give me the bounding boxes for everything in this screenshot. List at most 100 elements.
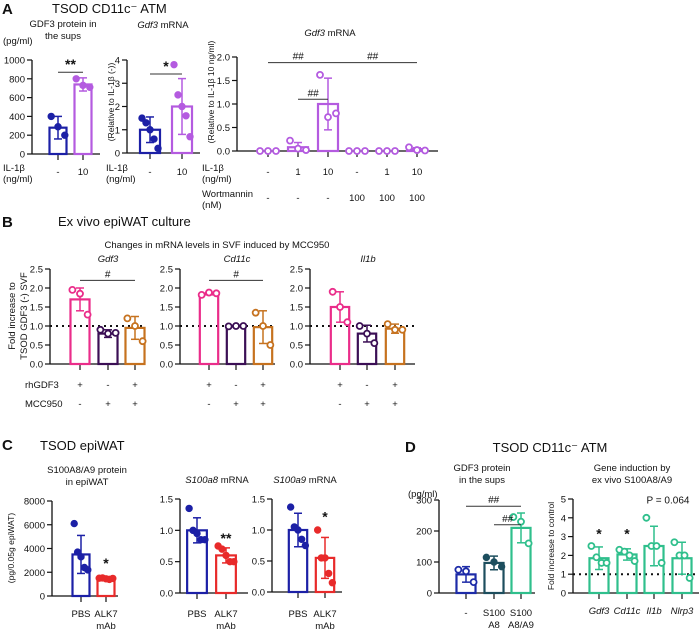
panel-label-a: A [2, 1, 13, 18]
data-point [186, 133, 194, 141]
chart-title-suffix: mRNA [306, 475, 337, 486]
data-point [286, 136, 294, 145]
data-point [239, 322, 248, 330]
significance-annotation: * [624, 526, 630, 542]
data-point [86, 83, 94, 91]
y-axis-label: (pg/ml) [408, 489, 438, 500]
category-label: ALK7 [94, 609, 117, 620]
row-value: 10 [323, 167, 334, 178]
panel-c-title: TSOD epiWAT [40, 438, 125, 453]
y-tick-label: 1.5 [252, 495, 265, 506]
y-tick-label: 4 [561, 513, 566, 524]
category-label: PBS [71, 609, 90, 620]
panel-b-ylabel-2: TSOD GDF3 (-) SVF [19, 272, 30, 360]
row-value: + [132, 380, 138, 391]
chart-title-gene: Gdf3 [137, 20, 158, 31]
panel-label-b: B [2, 214, 13, 231]
significance-annotation: ** [65, 56, 76, 72]
data-point [230, 557, 238, 566]
y-tick-label: 1000 [4, 56, 25, 67]
chart-title-line2: the sups [45, 31, 81, 42]
row-value: 100 [409, 193, 425, 204]
y-tick-label: 0.5 [217, 123, 230, 134]
category-label: PBS [288, 609, 307, 620]
y-tick-label: 1.0 [160, 322, 173, 333]
y-tick-label: 0.0 [217, 147, 230, 158]
data-point [343, 318, 352, 327]
y-tick-label: 1.5 [160, 495, 173, 506]
data-point [630, 557, 639, 565]
y-tick-label: 0.5 [290, 341, 303, 352]
data-point [482, 553, 491, 562]
data-point [490, 558, 498, 566]
data-point [316, 70, 324, 79]
data-point [355, 322, 364, 330]
y-tick-label: 0.0 [160, 360, 173, 371]
data-point [324, 113, 332, 122]
y-tick-label: 2.0 [30, 284, 43, 295]
row-value: + [206, 380, 212, 391]
y-axis-label: (pg/0.05g epiWAT) [6, 513, 16, 584]
row-label: (ng/ml) [106, 174, 136, 185]
y-axis-label: (pg/ml) [3, 36, 33, 47]
significance-annotation: # [233, 269, 239, 280]
y-tick-label: 400 [9, 112, 25, 123]
significance-annotation: * [596, 526, 602, 542]
significance-annotation: P = 0.064 [647, 496, 690, 507]
data-point [83, 310, 92, 319]
data-point [353, 147, 361, 155]
chart-a2: Gdf3 mRNA (Relative to IL-1β (-)) 0 1 2 3 4 IL-… [106, 20, 200, 185]
category-label: Nlrp3 [671, 606, 694, 617]
significance-annotation: * [103, 555, 109, 571]
chart-b2: Cd11c 0.0 0.5 1.0 1.5 2.0 2.5 + - + - + + # [160, 254, 275, 410]
chart-title: S100a8 mRNA [185, 475, 249, 486]
row-label: Wortmannin [202, 189, 253, 200]
y-tick-label: 0 [115, 149, 120, 160]
data-point [150, 135, 158, 143]
chart-title-suffix: mRNA [218, 475, 249, 486]
panel-b-ylabel-1: Fold increase to [7, 282, 18, 350]
data-point [272, 147, 280, 155]
data-point [517, 517, 525, 526]
category-label: Il1b [646, 606, 661, 617]
row-value: + [233, 399, 239, 410]
panel-d-title: TSOD CD11c⁻ ATM [493, 440, 608, 455]
data-point [174, 91, 182, 99]
data-point [469, 578, 478, 587]
data-point [224, 322, 233, 331]
data-point [264, 147, 272, 155]
significance-annotation: * [322, 509, 328, 525]
data-point [336, 303, 344, 311]
row-value: + [77, 380, 83, 391]
y-tick-label: 1.0 [160, 526, 173, 537]
chart-title-line2: in epiWAT [66, 477, 109, 488]
row-value: 10 [78, 167, 89, 178]
y-tick-label: 0.0 [30, 360, 43, 371]
data-point [72, 75, 80, 83]
data-point [182, 112, 190, 120]
chart-title-line1: Gene induction by [594, 463, 671, 474]
bar [198, 292, 220, 366]
data-point [111, 328, 120, 337]
data-point [302, 146, 310, 154]
data-point [294, 526, 302, 534]
row-value: - [326, 193, 329, 204]
y-tick-label: 300 [416, 496, 432, 507]
data-point [324, 569, 333, 578]
data-point [218, 545, 226, 553]
y-tick-label: 0.5 [160, 341, 173, 352]
data-point [328, 579, 337, 587]
row-value: + [392, 399, 398, 410]
data-point [642, 513, 651, 522]
data-point [178, 102, 186, 111]
data-point [321, 554, 329, 562]
chart-title: Gdf3 [98, 254, 119, 265]
data-point [375, 147, 383, 155]
row-value: - [365, 380, 368, 391]
row-value: + [337, 380, 343, 391]
chart-title-line1: GDF3 protein in [29, 19, 96, 30]
data-point [146, 126, 154, 134]
